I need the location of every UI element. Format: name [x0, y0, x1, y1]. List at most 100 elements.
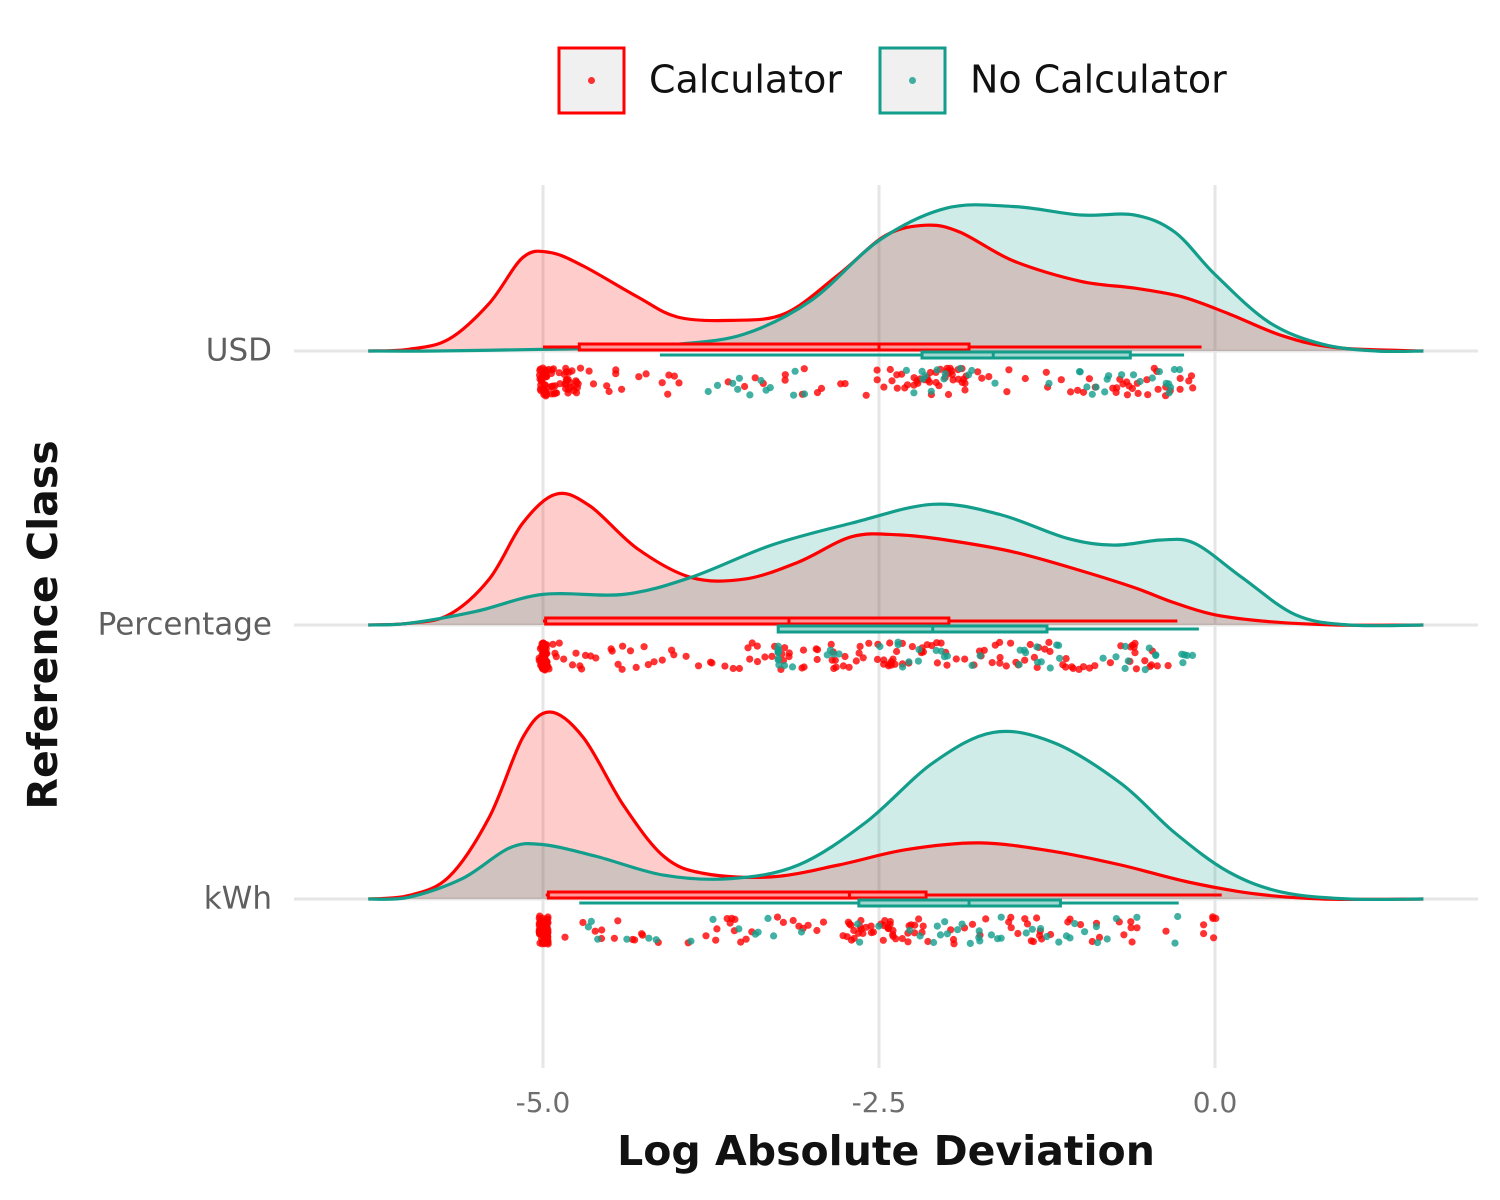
- data-point-calculator-usd: [1176, 374, 1184, 382]
- data-point-calculator-percentage: [961, 655, 969, 663]
- data-point-calculator-percentage: [845, 663, 853, 671]
- data-point-no-calculator-percentage: [976, 652, 984, 660]
- data-point-calculator-usd: [537, 375, 545, 383]
- data-point-calculator-percentage: [540, 645, 548, 653]
- data-point-calculator-percentage: [619, 642, 627, 650]
- data-point-no-calculator-percentage: [894, 638, 902, 646]
- data-point-no-calculator-percentage: [1056, 654, 1064, 662]
- data-point-calculator-percentage: [1021, 656, 1029, 664]
- boxplot-box-no-calculator-usd: [920, 350, 1132, 360]
- data-point-no-calculator-kwh: [1037, 925, 1045, 933]
- data-point-no-calculator-percentage: [915, 646, 923, 654]
- data-point-calculator-kwh: [919, 922, 927, 930]
- data-point-no-calculator-percentage: [774, 646, 782, 654]
- data-point-calculator-usd: [550, 390, 558, 398]
- data-point-calculator-percentage: [1026, 640, 1034, 649]
- data-point-calculator-usd: [886, 365, 894, 374]
- data-point-calculator-percentage: [682, 652, 690, 660]
- data-point-calculator-percentage: [644, 661, 652, 669]
- data-point-calculator-usd: [944, 390, 953, 399]
- data-point-calculator-kwh: [742, 935, 750, 943]
- data-point-calculator-usd: [741, 382, 749, 391]
- data-point-calculator-kwh: [1014, 929, 1022, 938]
- data-point-calculator-kwh: [535, 926, 543, 934]
- data-point-calculator-kwh: [839, 932, 847, 940]
- data-point-calculator-usd: [1123, 391, 1131, 399]
- data-point-no-calculator-kwh: [1055, 938, 1063, 946]
- data-point-calculator-usd: [837, 380, 845, 388]
- data-point-calculator-percentage: [841, 652, 849, 661]
- data-point-no-calculator-usd: [791, 367, 799, 375]
- data-point-no-calculator-usd: [1083, 383, 1091, 391]
- data-point-calculator-usd: [635, 373, 643, 381]
- data-point-calculator-kwh: [1064, 918, 1072, 926]
- data-point-calculator-percentage: [587, 652, 595, 660]
- data-point-calculator-usd: [1144, 391, 1152, 399]
- data-point-no-calculator-percentage: [905, 658, 913, 666]
- data-point-calculator-percentage: [658, 656, 666, 664]
- data-point-calculator-percentage: [852, 657, 860, 665]
- density-fill-calculator-usd: [368, 225, 1424, 351]
- data-point-calculator-kwh: [867, 922, 875, 930]
- data-point-no-calculator-usd: [1162, 379, 1170, 387]
- data-point-calculator-usd: [548, 383, 556, 391]
- data-point-calculator-kwh: [1200, 921, 1208, 929]
- data-point-calculator-percentage: [988, 659, 996, 667]
- data-point-calculator-kwh: [610, 934, 619, 942]
- data-point-calculator-percentage: [908, 643, 917, 651]
- data-point-calculator-kwh: [1033, 914, 1041, 922]
- legend: Calculator No Calculator: [557, 46, 1227, 115]
- data-point-calculator-percentage: [1041, 645, 1049, 653]
- data-point-calculator-percentage: [626, 647, 635, 655]
- data-point-no-calculator-kwh: [856, 938, 864, 946]
- data-point-calculator-percentage: [538, 656, 546, 664]
- data-point-calculator-percentage: [943, 661, 951, 669]
- data-point-no-calculator-percentage: [914, 657, 923, 665]
- data-point-no-calculator-percentage: [1033, 643, 1041, 651]
- data-point-calculator-kwh: [1127, 918, 1135, 926]
- data-point-calculator-percentage: [1132, 665, 1140, 673]
- x-axis-title: Log Absolute Deviation: [617, 1127, 1155, 1175]
- data-point-no-calculator-usd: [1101, 388, 1109, 396]
- data-point-no-calculator-usd: [933, 366, 941, 374]
- data-point-calculator-percentage: [873, 655, 882, 664]
- data-point-no-calculator-kwh: [645, 934, 653, 942]
- data-point-calculator-percentage: [996, 653, 1004, 662]
- data-point-calculator-kwh: [789, 916, 797, 925]
- data-point-no-calculator-kwh: [1022, 929, 1030, 937]
- data-point-calculator-usd: [618, 385, 626, 393]
- legend-item-calculator: Calculator: [557, 46, 842, 115]
- legend-label-no-calculator: No Calculator: [970, 58, 1227, 102]
- data-point-calculator-kwh: [886, 918, 894, 926]
- data-point-calculator-percentage: [694, 662, 703, 670]
- data-point-calculator-usd: [612, 370, 620, 378]
- y-tick-label-usd: USD: [206, 333, 272, 369]
- data-point-calculator-usd: [817, 384, 826, 392]
- data-point-calculator-percentage: [812, 645, 820, 653]
- data-point-no-calculator-usd: [1136, 377, 1144, 386]
- data-point-calculator-percentage: [560, 655, 568, 663]
- data-point-calculator-usd: [893, 384, 901, 392]
- legend-key-no-calculator: [878, 46, 947, 115]
- data-point-calculator-percentage: [572, 649, 580, 657]
- data-point-no-calculator-usd: [762, 386, 770, 394]
- data-point-calculator-kwh: [536, 912, 544, 920]
- data-point-no-calculator-percentage: [1055, 641, 1063, 650]
- data-point-calculator-kwh: [1007, 924, 1015, 932]
- data-point-no-calculator-usd: [790, 391, 798, 399]
- data-point-calculator-usd: [913, 377, 921, 385]
- data-point-calculator-percentage: [1091, 662, 1099, 670]
- data-point-no-calculator-kwh: [936, 931, 945, 939]
- data-point-calculator-kwh: [1120, 931, 1128, 939]
- data-point-no-calculator-percentage: [1183, 651, 1191, 660]
- data-point-calculator-percentage: [1007, 639, 1015, 647]
- data-point-calculator-percentage: [1106, 659, 1114, 667]
- data-point-no-calculator-usd: [1165, 389, 1173, 397]
- data-point-calculator-kwh: [1021, 915, 1029, 923]
- data-point-calculator-kwh: [591, 927, 599, 935]
- data-point-calculator-percentage: [1141, 657, 1149, 665]
- data-point-calculator-usd: [1085, 375, 1093, 383]
- data-point-no-calculator-percentage: [932, 646, 940, 655]
- data-point-calculator-kwh: [968, 920, 977, 928]
- data-point-calculator-kwh: [538, 940, 546, 948]
